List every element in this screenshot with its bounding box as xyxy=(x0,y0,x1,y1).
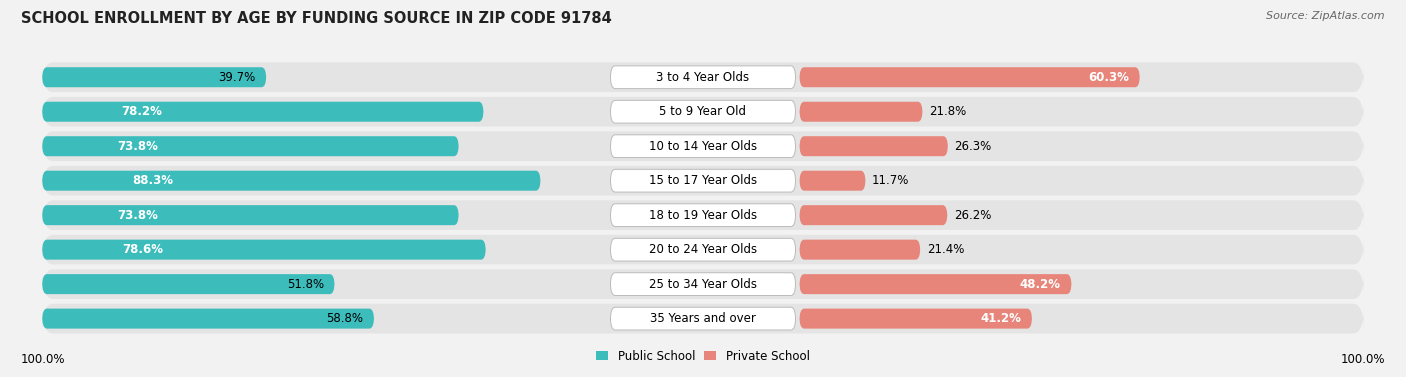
Text: 88.3%: 88.3% xyxy=(132,174,173,187)
Text: 20 to 24 Year Olds: 20 to 24 Year Olds xyxy=(650,243,756,256)
FancyBboxPatch shape xyxy=(800,102,922,122)
FancyBboxPatch shape xyxy=(42,304,1364,333)
Text: 10 to 14 Year Olds: 10 to 14 Year Olds xyxy=(650,140,756,153)
FancyBboxPatch shape xyxy=(42,166,1364,196)
FancyBboxPatch shape xyxy=(610,135,796,158)
FancyBboxPatch shape xyxy=(42,309,374,329)
FancyBboxPatch shape xyxy=(800,67,1140,87)
FancyBboxPatch shape xyxy=(800,171,866,191)
FancyBboxPatch shape xyxy=(42,102,484,122)
Text: 78.6%: 78.6% xyxy=(122,243,163,256)
FancyBboxPatch shape xyxy=(800,274,1071,294)
Text: 3 to 4 Year Olds: 3 to 4 Year Olds xyxy=(657,71,749,84)
FancyBboxPatch shape xyxy=(42,200,1364,230)
FancyBboxPatch shape xyxy=(800,205,948,225)
FancyBboxPatch shape xyxy=(42,274,335,294)
Text: Source: ZipAtlas.com: Source: ZipAtlas.com xyxy=(1267,11,1385,21)
FancyBboxPatch shape xyxy=(800,309,1032,329)
Text: 41.2%: 41.2% xyxy=(980,312,1021,325)
FancyBboxPatch shape xyxy=(610,307,796,330)
FancyBboxPatch shape xyxy=(610,204,796,227)
Legend: Public School, Private School: Public School, Private School xyxy=(592,345,814,367)
FancyBboxPatch shape xyxy=(42,269,1364,299)
FancyBboxPatch shape xyxy=(610,273,796,296)
FancyBboxPatch shape xyxy=(42,97,1364,127)
Text: 5 to 9 Year Old: 5 to 9 Year Old xyxy=(659,105,747,118)
FancyBboxPatch shape xyxy=(610,238,796,261)
Text: 26.3%: 26.3% xyxy=(955,140,991,153)
Text: 58.8%: 58.8% xyxy=(326,312,363,325)
FancyBboxPatch shape xyxy=(42,136,458,156)
Text: 35 Years and over: 35 Years and over xyxy=(650,312,756,325)
Text: 60.3%: 60.3% xyxy=(1088,71,1129,84)
Text: 48.2%: 48.2% xyxy=(1019,277,1062,291)
FancyBboxPatch shape xyxy=(42,67,266,87)
Text: 100.0%: 100.0% xyxy=(1340,353,1385,366)
FancyBboxPatch shape xyxy=(42,171,540,191)
Text: 73.8%: 73.8% xyxy=(117,140,157,153)
Text: 21.8%: 21.8% xyxy=(929,105,966,118)
Text: 26.2%: 26.2% xyxy=(953,208,991,222)
FancyBboxPatch shape xyxy=(610,169,796,192)
Text: 73.8%: 73.8% xyxy=(117,208,157,222)
Text: 15 to 17 Year Olds: 15 to 17 Year Olds xyxy=(650,174,756,187)
FancyBboxPatch shape xyxy=(800,136,948,156)
Text: SCHOOL ENROLLMENT BY AGE BY FUNDING SOURCE IN ZIP CODE 91784: SCHOOL ENROLLMENT BY AGE BY FUNDING SOUR… xyxy=(21,11,612,26)
Text: 18 to 19 Year Olds: 18 to 19 Year Olds xyxy=(650,208,756,222)
Text: 51.8%: 51.8% xyxy=(287,277,323,291)
FancyBboxPatch shape xyxy=(42,131,1364,161)
FancyBboxPatch shape xyxy=(610,100,796,123)
Text: 11.7%: 11.7% xyxy=(872,174,910,187)
Text: 21.4%: 21.4% xyxy=(927,243,965,256)
Text: 25 to 34 Year Olds: 25 to 34 Year Olds xyxy=(650,277,756,291)
Text: 100.0%: 100.0% xyxy=(21,353,66,366)
FancyBboxPatch shape xyxy=(42,63,1364,92)
FancyBboxPatch shape xyxy=(42,240,485,260)
FancyBboxPatch shape xyxy=(800,240,921,260)
Text: 78.2%: 78.2% xyxy=(121,105,163,118)
FancyBboxPatch shape xyxy=(42,205,458,225)
Text: 39.7%: 39.7% xyxy=(218,71,256,84)
FancyBboxPatch shape xyxy=(610,66,796,89)
FancyBboxPatch shape xyxy=(42,235,1364,265)
